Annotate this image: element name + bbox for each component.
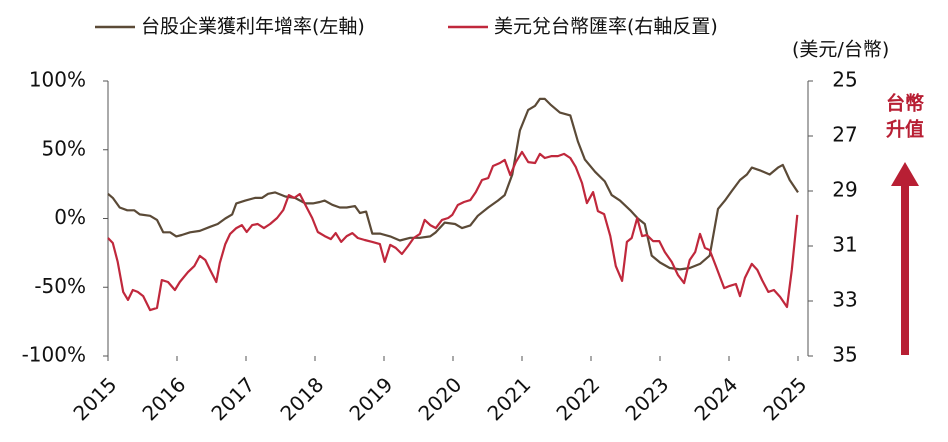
y2-axis-label: (美元/台幣)	[792, 39, 889, 61]
x-tick-label: 2024	[689, 372, 742, 425]
series-line	[107, 97, 799, 271]
y2-tick-label: 33	[832, 288, 857, 312]
x-tick-label: 2015	[68, 372, 121, 425]
series-line	[107, 150, 799, 312]
y-tick-label: -100%	[22, 343, 86, 367]
y2-tick-label: 25	[832, 68, 857, 92]
x-tick-label: 2017	[206, 372, 259, 425]
x-tick-label: 2018	[275, 372, 328, 425]
arrow-shaft	[901, 184, 909, 355]
x-tick-label: 2016	[137, 372, 190, 425]
y2-tick-label: 27	[832, 123, 857, 147]
x-tick-label: 2020	[413, 372, 466, 425]
arrow-head	[891, 162, 919, 186]
annotation: 升值	[886, 118, 924, 141]
y2-tick-label: 29	[832, 178, 857, 202]
y-tick-label: -50%	[34, 274, 86, 298]
y-tick-label: 0%	[54, 205, 86, 229]
x-tick-label: 2022	[551, 372, 604, 425]
y-tick-label: 100%	[29, 68, 86, 92]
x-tick-label: 2021	[482, 372, 535, 425]
x-tick-label: 2019	[344, 372, 397, 425]
y2-tick-label: 35	[832, 343, 857, 367]
x-tick-label: 2023	[620, 372, 673, 425]
x-tick-label: 2025	[758, 372, 811, 425]
y-tick-label: 50%	[42, 136, 86, 160]
y2-tick-label: 31	[832, 233, 857, 257]
legend-label: 美元兌台幣匯率(右軸反置)	[494, 16, 718, 38]
legend-label: 台股企業獲利年增率(左軸)	[141, 16, 365, 38]
annotation: 台幣	[886, 92, 924, 115]
